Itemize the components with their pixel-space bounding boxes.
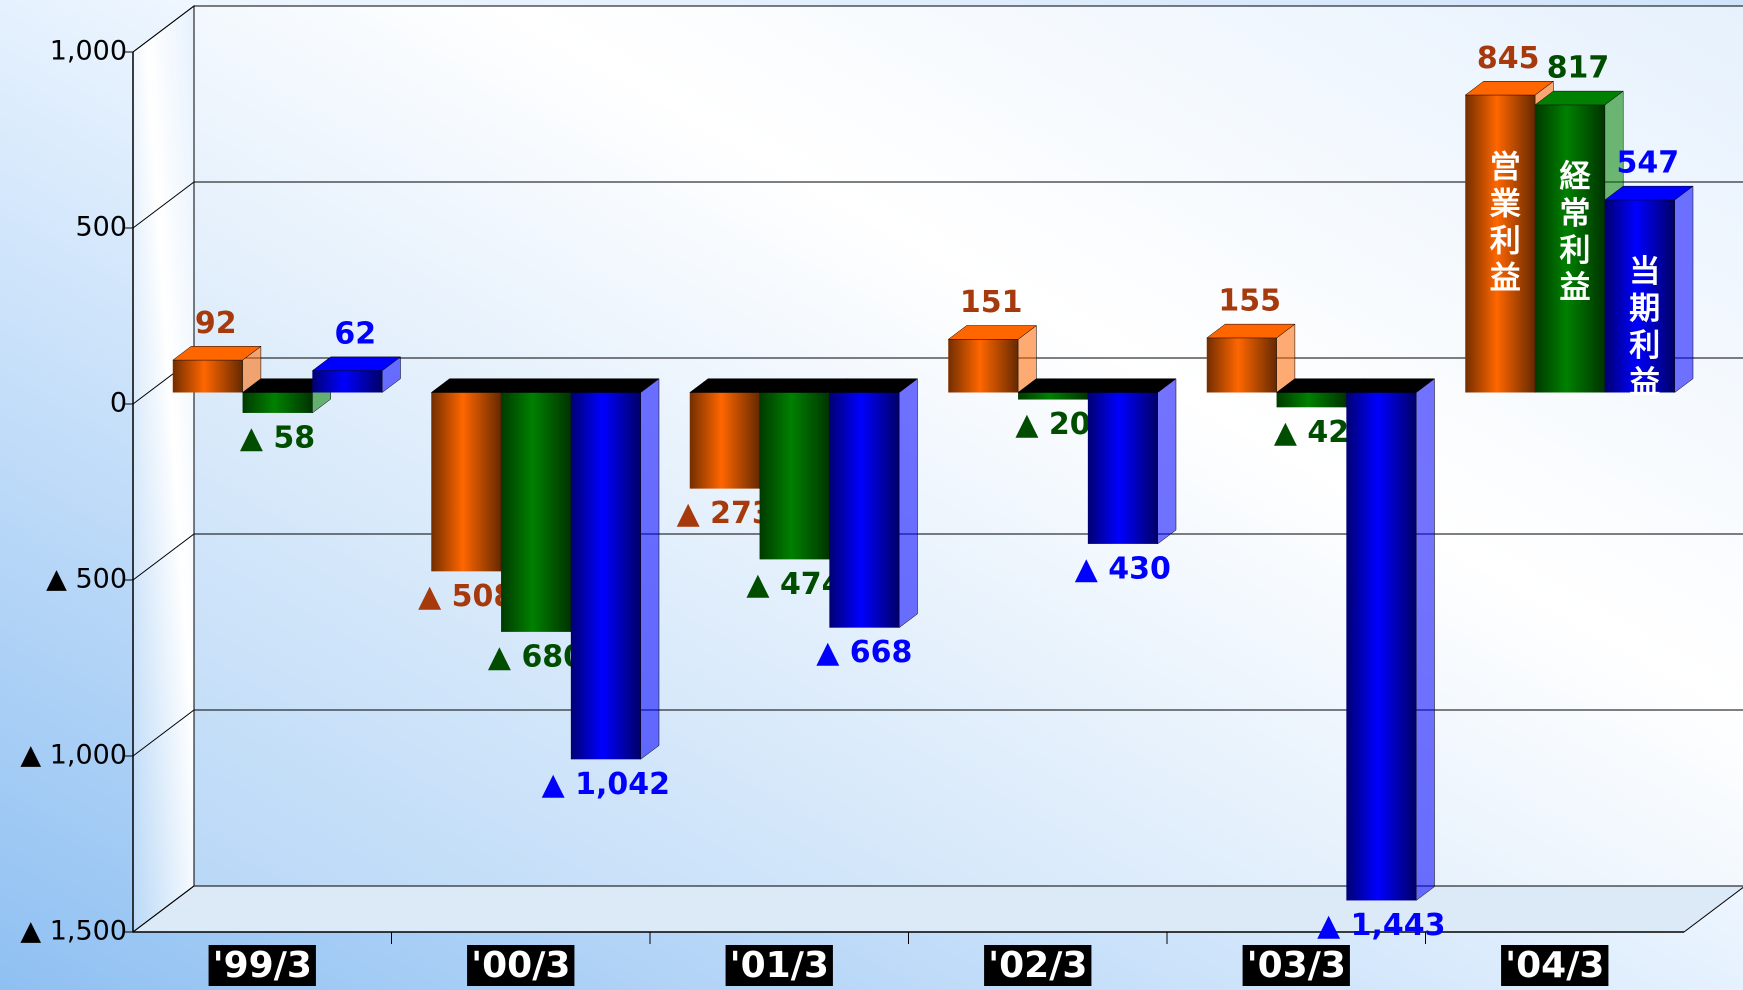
bar-shade [431, 392, 502, 572]
value-label: 817 [1547, 51, 1610, 86]
value-label: ▲ 58 [240, 420, 315, 455]
value-label: ▲ 508 [418, 579, 514, 614]
bar-top [1534, 90, 1624, 106]
bar-side [1674, 185, 1694, 394]
x-label-box [208, 945, 316, 986]
y-tick-label: 500 [75, 212, 127, 243]
bar-shade [759, 392, 830, 560]
bar-side [1157, 378, 1177, 545]
value-label: ▲ 430 [1075, 551, 1171, 586]
bar-side [640, 378, 660, 760]
value-label: ▲ 1,042 [542, 767, 670, 802]
y-tick-label: ▲ 1,500 [20, 916, 127, 947]
x-label-box [1242, 945, 1350, 986]
bar-shade [1465, 95, 1536, 393]
grid-line [132, 885, 1743, 933]
side-wall [132, 4, 195, 934]
value-label: ▲ 273 [677, 496, 773, 531]
x-tick-label: '99/3 [213, 945, 312, 986]
bar-top [1345, 378, 1436, 393]
bar-top [1087, 378, 1177, 393]
bar-shade [948, 339, 1019, 393]
bar-top [311, 356, 402, 371]
x-label-box [725, 945, 833, 986]
y-tick-label: ▲ 500 [46, 564, 127, 595]
bar-shade [570, 392, 641, 760]
bar-side [1415, 378, 1435, 901]
x-label-box [984, 945, 1092, 986]
value-label: ▲ 668 [816, 635, 912, 670]
y-tick-label: ▲ 1,000 [20, 740, 127, 771]
bar-shade [1206, 337, 1277, 393]
bar-shade [1276, 392, 1347, 408]
grid-line [132, 709, 1743, 757]
bar-top [1604, 185, 1694, 201]
value-label: ▲ 474 [746, 567, 842, 602]
bar-shade [172, 360, 243, 393]
bar-shade [242, 392, 313, 413]
grid-line [132, 5, 1743, 53]
grid-line [132, 533, 1743, 581]
grid-line [132, 181, 1743, 229]
x-tick-label: '00/3 [471, 945, 570, 986]
bar-shade [829, 392, 900, 628]
value-label: ▲ 20 [1015, 407, 1090, 442]
x-tick-label: '02/3 [988, 945, 1087, 986]
bar-shade [1018, 392, 1088, 400]
bar-top [172, 346, 262, 361]
y-tick-label: 0 [110, 388, 127, 419]
bar-top [1206, 323, 1296, 339]
bar-shade [1535, 104, 1605, 393]
x-tick-label: '03/3 [1247, 945, 1346, 986]
bar-shade [312, 370, 383, 393]
value-label: 151 [960, 285, 1023, 320]
x-label-box [1501, 945, 1609, 986]
series-name: 当期利益 [1623, 255, 1660, 403]
value-label: 845 [1477, 41, 1540, 76]
value-label: 62 [334, 316, 376, 351]
y-tick-label: 1,000 [50, 36, 127, 67]
value-label: 92 [195, 306, 237, 341]
value-label: 547 [1616, 146, 1679, 181]
bar-top [1464, 81, 1555, 96]
floor [131, 885, 1743, 933]
x-label-box [467, 945, 575, 986]
bar-side [898, 378, 918, 629]
bar-top [828, 378, 919, 393]
bar-shade [1087, 392, 1158, 544]
bar-top [947, 325, 1038, 340]
value-label: 155 [1218, 284, 1281, 319]
series-name: 営業利益 [1484, 150, 1521, 298]
value-label: ▲ 1,443 [1317, 908, 1445, 943]
bar-shade [689, 392, 760, 489]
bar-shade [501, 392, 571, 632]
bar-shade [1604, 199, 1675, 393]
series-name: 経常利益 [1554, 160, 1591, 308]
value-label: ▲ 42 [1274, 415, 1349, 450]
x-tick-label: '04/3 [1505, 945, 1604, 986]
value-label: ▲ 680 [488, 639, 584, 674]
x-tick-label: '01/3 [730, 945, 829, 986]
bar-shade [1346, 392, 1417, 901]
bar-top [570, 378, 660, 393]
